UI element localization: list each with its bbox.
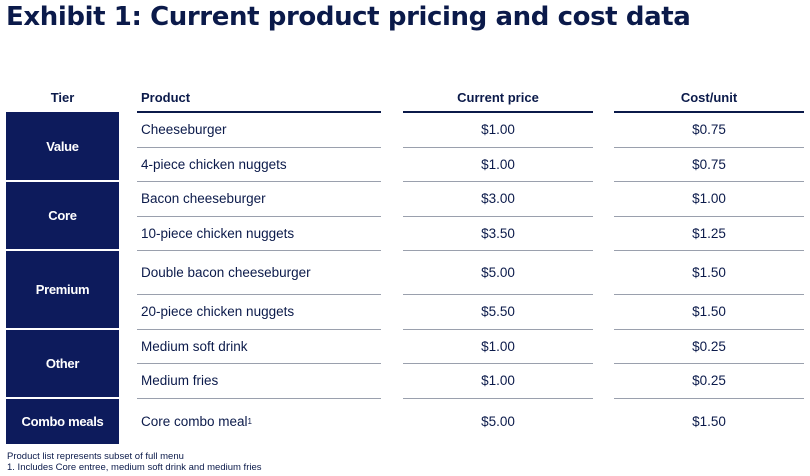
cost-cell: $1.50 [692,413,726,429]
tier-other: Other [6,330,119,397]
price-cell: $5.00 [481,413,515,429]
cost-cell: $0.25 [692,373,726,388]
cost-cell: $0.75 [692,156,726,172]
price-cell: $1.00 [481,338,515,354]
price-cell: $1.00 [481,156,515,172]
cost-cell: $0.75 [692,122,726,137]
product-cell: Medium soft drink [141,338,248,354]
price-cell: $1.00 [481,122,515,137]
header-tier: Tier [50,90,75,105]
tier-core: Core [6,182,119,249]
footnote-marker: 1 [247,416,252,426]
header-underline-price [403,111,593,113]
table-row: 20-piece chicken nuggets $5.50 $1.50 [0,294,810,329]
cost-cell: $1.00 [692,191,726,206]
product-cell: 10-piece chicken nuggets [141,225,295,241]
header-current-price: Current price [457,90,539,105]
product-cell: 4-piece chicken nuggets [141,156,287,172]
table-row: 10-piece chicken nuggets $3.50 $1.25 [0,216,810,250]
price-cell: $3.00 [481,191,515,206]
note-subset: Product list represents subset of full m… [7,451,184,462]
product-cell: Cheeseburger [141,122,227,137]
exhibit-title: Exhibit 1: Current product pricing and c… [6,2,691,32]
header-cost-per-unit: Cost/unit [680,90,738,105]
table-row: Medium fries $1.00 $0.25 [0,363,810,398]
table-row: Medium soft drink $1.00 $0.25 [0,329,810,363]
header-underline-product [137,111,381,113]
table-row: 4-piece chicken nuggets $1.00 $0.75 [0,147,810,181]
header-product: Product [141,90,191,105]
cost-cell: $1.50 [692,304,726,319]
product-name: Core combo meal [141,413,248,429]
table-row: Double bacon cheeseburger $5.00 $1.50 [0,250,810,294]
table-row: Cheeseburger $1.00 $0.75 [0,112,810,147]
footnote-1: 1. Includes Core entree, medium soft dri… [7,462,262,473]
tier-premium: Premium [6,251,119,328]
header-underline-cost [614,111,804,113]
product-cell: Medium fries [141,373,219,388]
price-cell: $1.00 [481,373,515,388]
tier-combo-meals: Combo meals [6,399,119,444]
table-row: Core combo meal 1 $5.00 $1.50 [0,398,810,444]
price-cell: $5.00 [481,264,515,280]
price-cell: $3.50 [481,225,515,241]
product-cell: Bacon cheeseburger [141,191,266,206]
cost-cell: $1.50 [692,264,726,280]
price-cell: $5.50 [481,304,515,319]
table-row: Bacon cheeseburger $3.00 $1.00 [0,181,810,216]
cost-cell: $1.25 [692,225,726,241]
cost-cell: $0.25 [692,338,726,354]
tier-value: Value [6,112,119,180]
product-cell: 20-piece chicken nuggets [141,304,295,319]
product-cell: Double bacon cheeseburger [141,264,311,280]
product-cell: Core combo meal 1 [141,398,252,444]
